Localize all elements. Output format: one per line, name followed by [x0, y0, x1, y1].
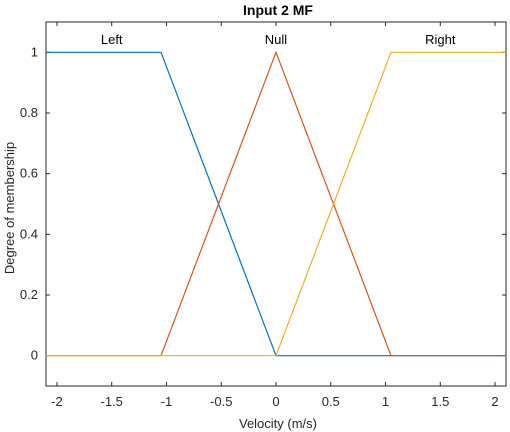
y-tick-label: 0.4 — [20, 226, 38, 241]
x-tick-label: -2 — [51, 394, 63, 409]
series-label-left: Left — [101, 32, 123, 47]
x-axis-title: Velocity (m/s) — [239, 416, 317, 431]
chart-title: Input 2 MF — [243, 2, 313, 18]
y-tick-label: 1 — [31, 44, 38, 59]
x-tick-label: 1.5 — [431, 394, 449, 409]
y-tick-label: 0.2 — [20, 287, 38, 302]
series-label-null: Null — [265, 32, 288, 47]
axes-box — [45, 21, 507, 387]
y-axis-title: Degree of membership — [2, 142, 17, 274]
series-line-null — [46, 50, 506, 357]
y-tick-label: 0.6 — [20, 166, 38, 181]
x-tick-label: -1 — [161, 394, 173, 409]
series-line-right — [46, 51, 506, 357]
series-label-right: Right — [425, 32, 456, 47]
x-tick-label: 2 — [491, 394, 498, 409]
x-tick-label: 0 — [272, 394, 279, 409]
x-tick-label: 1 — [382, 394, 389, 409]
x-tick-label: 0.5 — [322, 394, 340, 409]
plot-area: -2 -1.5 -1 -0.5 0 0.5 1 1.5 2 0 0.2 0.4 0.6 0.8 1 Left N… — [20, 21, 507, 409]
series-line-left — [46, 51, 506, 357]
x-tick-label: -0.5 — [210, 394, 232, 409]
x-tick-label: -1.5 — [101, 394, 123, 409]
y-tick-label: 0.8 — [20, 105, 38, 120]
y-tick-label: 0 — [31, 348, 38, 363]
